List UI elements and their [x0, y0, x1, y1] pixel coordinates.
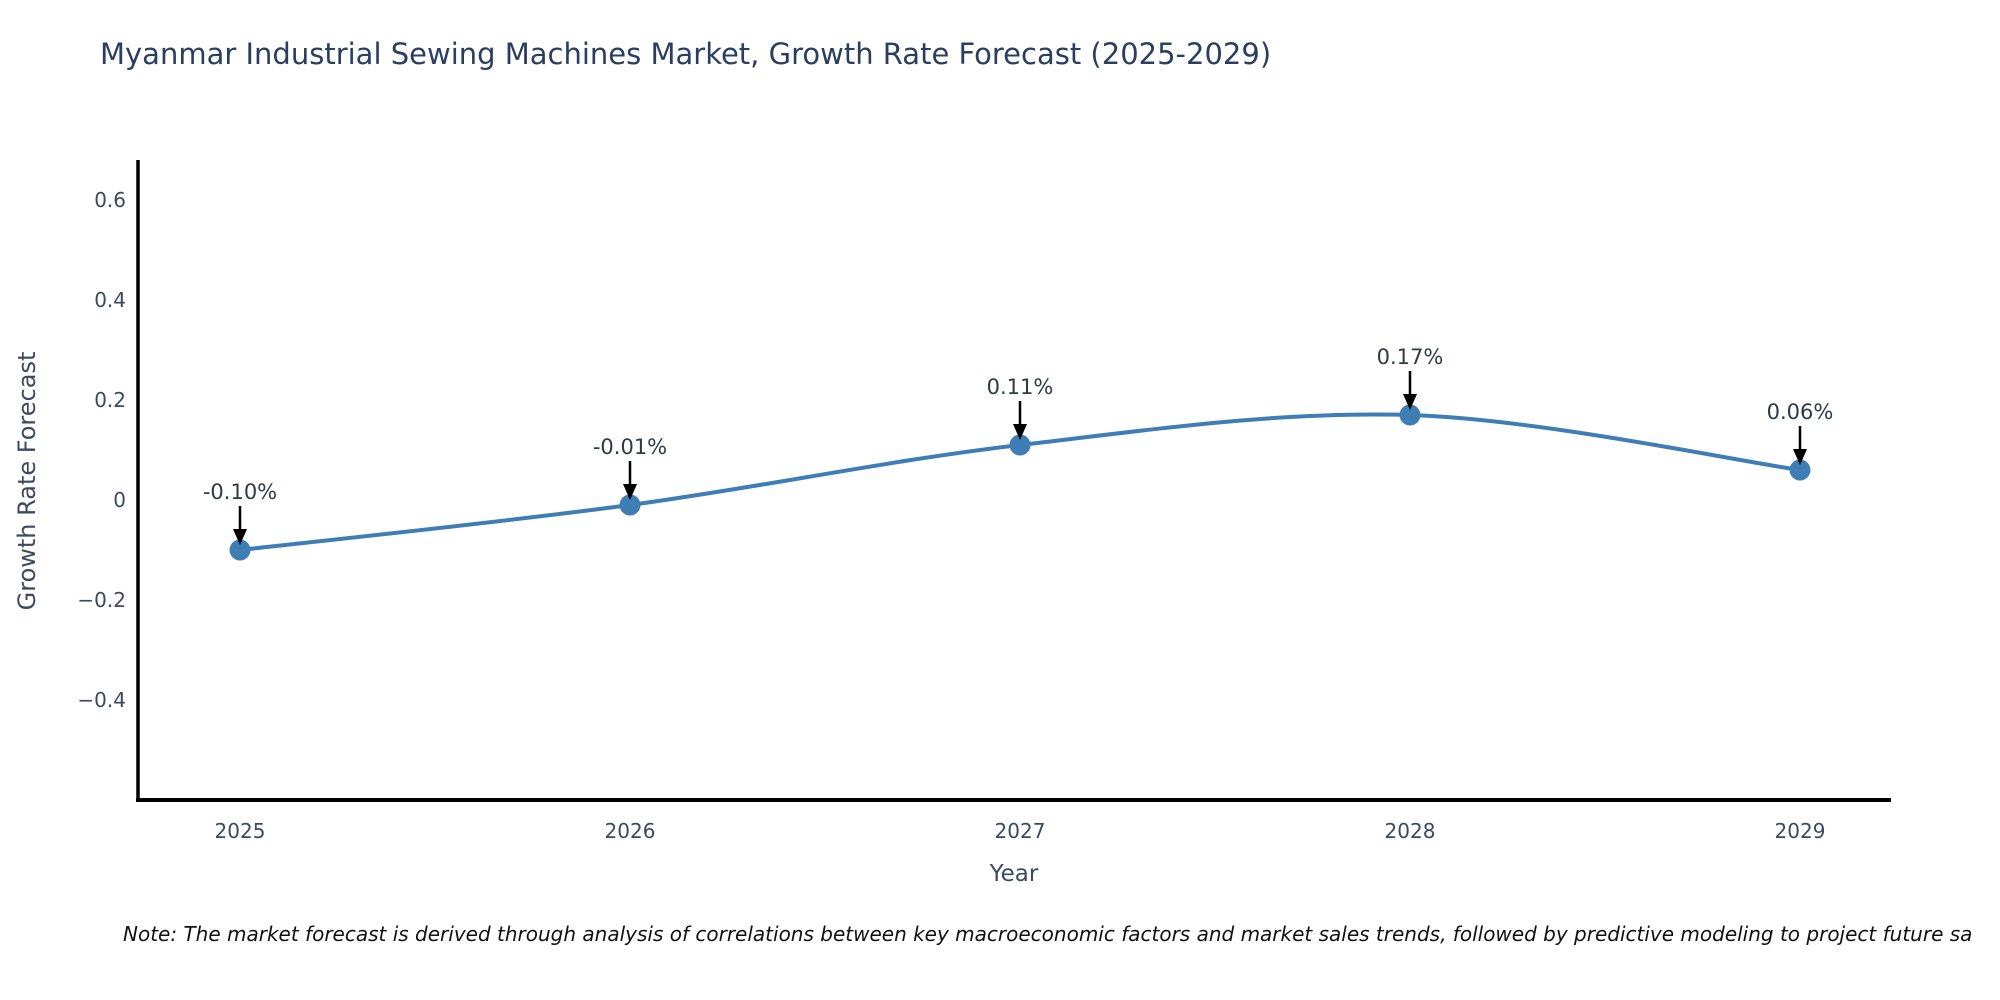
data-point-marker	[1009, 434, 1031, 456]
footnote: Note: The market forecast is derived thr…	[123, 922, 1973, 946]
y-tick-label: 0.4	[94, 288, 126, 312]
data-point-marker	[619, 494, 641, 516]
annotation-label: 0.06%	[1767, 400, 1834, 424]
x-tick-label: 2029	[1775, 819, 1826, 843]
y-tick-label: 0	[113, 488, 126, 512]
annotation-arrowhead-icon	[1013, 424, 1027, 440]
x-tick-label: 2027	[995, 819, 1046, 843]
annotation-arrowhead-icon	[623, 484, 637, 500]
annotation-arrowhead-icon	[1403, 394, 1417, 410]
y-tick-label: −0.2	[77, 588, 126, 612]
annotation-label: -0.01%	[593, 435, 667, 459]
chart-title: Myanmar Industrial Sewing Machines Marke…	[100, 37, 1272, 71]
x-tick-label: 2028	[1385, 819, 1436, 843]
data-point-marker	[229, 539, 251, 561]
x-tick-label: 2025	[215, 819, 266, 843]
y-tick-label: 0.2	[94, 388, 126, 412]
annotation-label: 0.11%	[987, 375, 1054, 399]
annotation-arrowhead-icon	[1793, 449, 1807, 465]
y-tick-label: −0.4	[77, 688, 126, 712]
annotation-label: 0.17%	[1377, 345, 1444, 369]
y-tick-label: 0.6	[94, 188, 126, 212]
data-point-marker	[1399, 404, 1421, 426]
annotation-label: -0.10%	[203, 480, 277, 504]
annotation-arrowhead-icon	[233, 529, 247, 545]
data-point-marker	[1789, 459, 1811, 481]
x-axis-title: Year	[989, 861, 1039, 887]
x-tick-label: 2026	[605, 819, 656, 843]
